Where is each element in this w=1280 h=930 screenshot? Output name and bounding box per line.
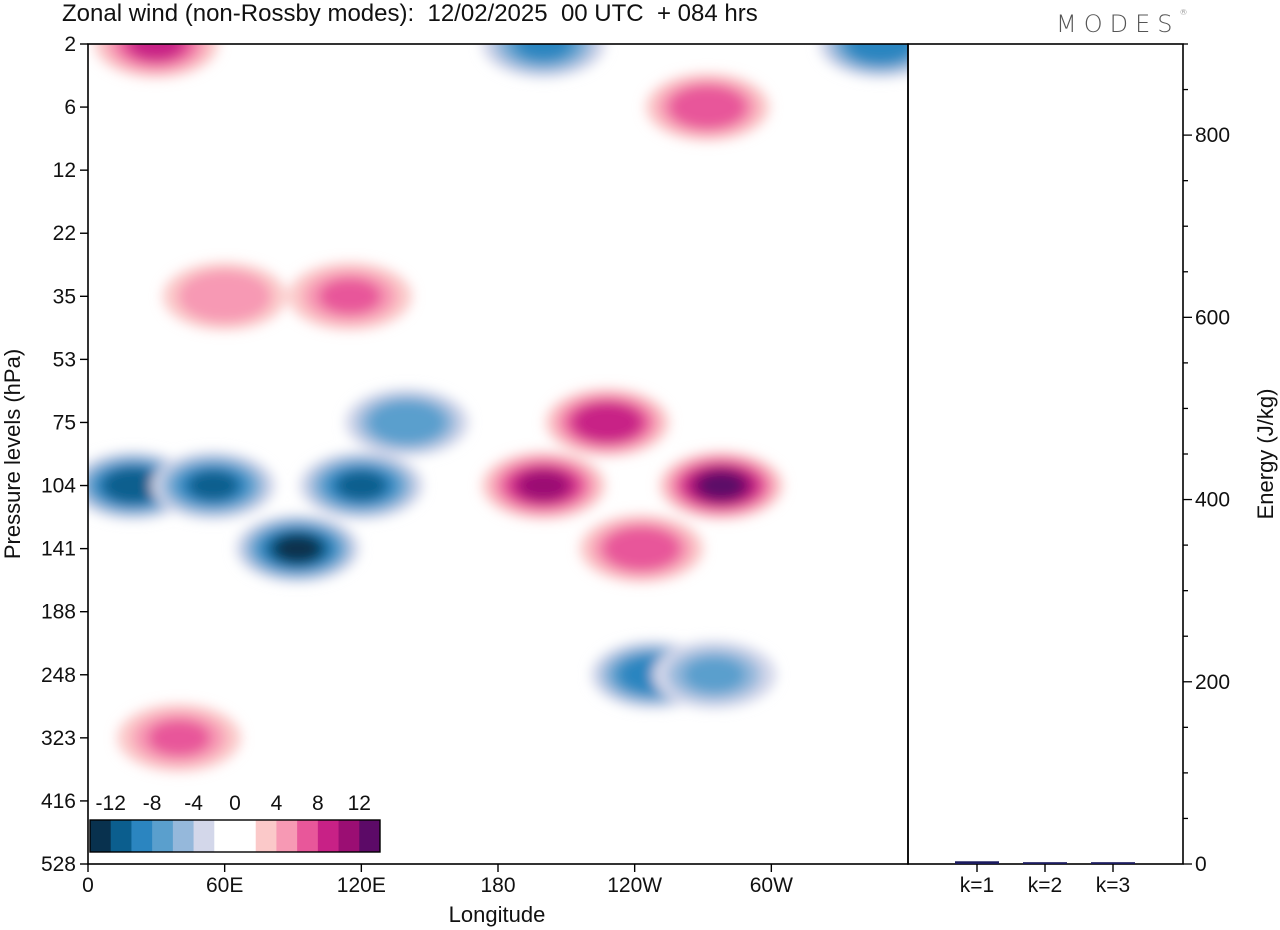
colorbar-label: 0 bbox=[229, 792, 241, 815]
y-tick-label: 6 bbox=[64, 96, 76, 119]
heatmap-cell bbox=[602, 526, 681, 571]
energy-panel-frame bbox=[907, 43, 1184, 865]
colorbar-swatch bbox=[359, 820, 381, 852]
energy-bar bbox=[1091, 862, 1135, 864]
y-tick-label: 22 bbox=[53, 222, 76, 245]
longitude-axis: 0 60E 120E 180 120W 60W bbox=[82, 864, 793, 897]
heatmap-cell bbox=[318, 278, 382, 315]
y-tick-label: 188 bbox=[41, 601, 76, 624]
colorbar-swatch bbox=[172, 820, 195, 852]
y-tick-label: 35 bbox=[53, 285, 76, 308]
heatmap-cell bbox=[273, 534, 322, 563]
colorbar-label: -4 bbox=[184, 792, 203, 815]
colorbar-frame bbox=[89, 819, 381, 853]
colorbar-swatch bbox=[131, 820, 153, 852]
x-tick-label: 120W bbox=[607, 874, 662, 897]
colorbar-swatch bbox=[276, 820, 298, 852]
energy-category-label: k=1 bbox=[960, 874, 994, 897]
energy-bar bbox=[955, 861, 999, 864]
energy-axis: 0 200 400 600 800 bbox=[1183, 43, 1230, 876]
energy-tick-label: 200 bbox=[1195, 671, 1230, 694]
energy-category-label: k=2 bbox=[1028, 874, 1062, 897]
heatmap-cell bbox=[683, 656, 746, 693]
y-tick-label: 53 bbox=[53, 348, 76, 371]
colorbar-label: 8 bbox=[312, 792, 324, 815]
heatmap-cell bbox=[147, 719, 211, 756]
heatmap-cell bbox=[697, 471, 745, 500]
energy-tick-label: 800 bbox=[1195, 124, 1230, 147]
y-tick-label: 416 bbox=[41, 790, 76, 813]
heatmap-cell bbox=[188, 470, 239, 501]
colorbar-swatch bbox=[297, 820, 319, 852]
y-tick-label: 12 bbox=[53, 159, 76, 182]
y-tick-label: 104 bbox=[41, 475, 76, 498]
colorbar-swatch bbox=[152, 820, 174, 852]
pressure-axis: 2 6 12 22 35 53 75 104 141 188 248 323 416 528 bbox=[41, 33, 88, 876]
y-tick-label: 141 bbox=[41, 538, 76, 561]
x-tick-label: 60E bbox=[206, 874, 243, 897]
y-tick-label: 528 bbox=[41, 853, 76, 876]
heatmap-cell bbox=[336, 470, 387, 501]
y-tick-label: 75 bbox=[53, 411, 76, 434]
heatmap-cell bbox=[668, 85, 747, 130]
heatmap-cell bbox=[518, 470, 569, 501]
y-tick-label: 248 bbox=[41, 664, 76, 687]
heatmap-cell bbox=[846, 44, 908, 64]
modes-logo: MODES® bbox=[1056, 8, 1188, 38]
colorbar-swatch bbox=[255, 820, 277, 852]
colorbar-swatch bbox=[338, 820, 360, 852]
energy-tick-label: 0 bbox=[1195, 853, 1207, 876]
colorbar-swatch bbox=[193, 820, 215, 852]
x-axis-title: Longitude bbox=[449, 902, 546, 927]
colorbar-label: 12 bbox=[348, 792, 371, 815]
energy-bar bbox=[1023, 862, 1067, 864]
heatmap-cell bbox=[516, 44, 572, 60]
colorbar-label: 4 bbox=[271, 792, 283, 815]
energy-axis-title: Energy (J/kg) bbox=[1253, 389, 1278, 520]
x-tick-label: 180 bbox=[480, 874, 515, 897]
colorbar-swatch bbox=[90, 820, 112, 852]
x-tick-label: 60W bbox=[750, 874, 793, 897]
colorbar-swatch bbox=[110, 820, 132, 852]
heatmap-cell bbox=[128, 44, 184, 60]
registered-mark-icon: ® bbox=[1179, 8, 1188, 17]
x-tick-label: 120E bbox=[337, 874, 386, 897]
colorbar-label: -8 bbox=[143, 792, 162, 815]
energy-tick-label: 600 bbox=[1195, 306, 1230, 329]
chart-title: Zonal wind (non-Rossby modes): 12/02/202… bbox=[62, 0, 758, 27]
energy-tick-label: 400 bbox=[1195, 489, 1230, 512]
colorbar-legend: -12 -8 -4 0 4 8 12 bbox=[89, 792, 381, 853]
y-tick-label: 2 bbox=[64, 33, 76, 56]
x-tick-label: 0 bbox=[82, 874, 94, 897]
y-tick-label: 323 bbox=[41, 727, 76, 750]
colorbar-swatch bbox=[214, 820, 236, 852]
energy-category-label: k=3 bbox=[1096, 874, 1130, 897]
heatmap-cell bbox=[177, 270, 272, 323]
colorbar-label: -12 bbox=[96, 792, 126, 815]
heatmap-cell bbox=[367, 400, 446, 445]
colorbar-swatch bbox=[317, 820, 340, 852]
y-axis-title: Pressure levels (hPa) bbox=[0, 349, 25, 559]
colorbar-swatch bbox=[235, 820, 257, 852]
heatmap-cell bbox=[572, 402, 642, 443]
energy-bars: k=1 k=2 k=3 bbox=[955, 861, 1135, 897]
heatmap-cell bbox=[102, 467, 165, 504]
logo-text: MODES bbox=[1056, 10, 1180, 38]
heatmap-field bbox=[88, 44, 908, 772]
